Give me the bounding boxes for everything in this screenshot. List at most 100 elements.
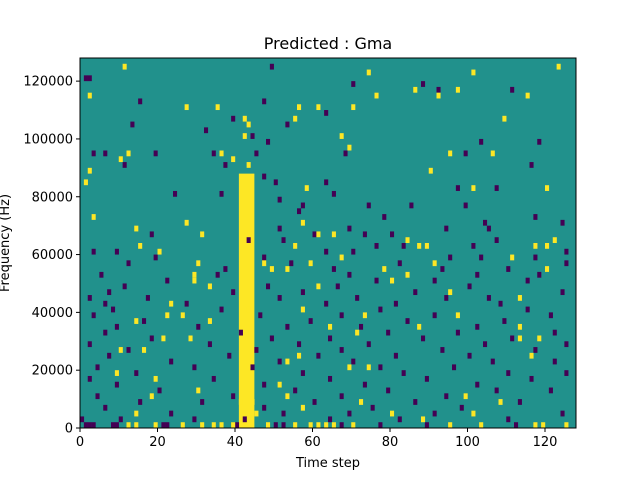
cell-high — [180, 422, 185, 428]
cell-low — [483, 219, 488, 226]
cell-low — [479, 254, 484, 261]
cell-high — [471, 69, 476, 76]
cell-high — [552, 237, 557, 243]
cell-high — [490, 150, 495, 157]
cell-low — [223, 266, 228, 272]
cell-high — [541, 422, 546, 428]
cell-high — [83, 179, 88, 186]
cell-low — [393, 352, 398, 359]
cell-low — [339, 393, 344, 400]
cell-low — [227, 352, 232, 359]
cell-low — [537, 138, 542, 145]
cell-low — [413, 289, 418, 296]
cell-high — [529, 352, 534, 359]
cell-low — [83, 75, 88, 82]
cell-high — [455, 86, 460, 93]
cell-low — [114, 422, 119, 428]
cell-low — [506, 416, 511, 423]
cell-high — [87, 92, 92, 99]
cell-low — [324, 248, 329, 255]
cell-low — [455, 329, 460, 336]
cell-high — [374, 92, 379, 99]
y-tick-label: 40000 — [32, 306, 73, 321]
cell-low — [467, 283, 472, 290]
cell-low — [390, 231, 395, 238]
cell-high — [533, 422, 538, 428]
cell-low — [393, 300, 398, 307]
cell-high — [339, 133, 344, 139]
cell-low — [351, 248, 356, 255]
cell-low — [366, 341, 371, 348]
cell-high — [142, 347, 147, 353]
cell-low — [347, 271, 352, 278]
cell-high — [405, 271, 410, 278]
cell-high — [134, 410, 139, 417]
cell-high — [448, 289, 453, 296]
cell-low — [324, 300, 329, 307]
cell-high — [134, 422, 139, 428]
cell-high — [339, 254, 344, 261]
cell-high — [424, 243, 429, 249]
cell-low — [444, 225, 449, 232]
cell-low — [405, 318, 410, 324]
cell-high — [246, 121, 251, 128]
cell-high — [161, 335, 166, 342]
cell-low — [184, 300, 189, 307]
plot-frame — [79, 57, 577, 429]
cell-low — [192, 364, 197, 371]
cell-low — [525, 277, 530, 284]
cell-low — [316, 352, 321, 359]
cell-low — [533, 347, 538, 353]
cell-low — [494, 387, 499, 394]
cell-low — [440, 347, 445, 353]
cell-low — [277, 196, 282, 203]
cell-low — [273, 422, 278, 428]
cell-low — [397, 416, 402, 423]
cell-high — [366, 69, 371, 76]
cell-high — [421, 416, 426, 423]
cell-low — [157, 387, 162, 394]
cell-high — [498, 399, 503, 405]
cell-low — [432, 312, 437, 319]
cell-high — [382, 266, 387, 272]
cell-high — [300, 219, 305, 226]
cell-high — [207, 318, 212, 324]
cell-low — [196, 323, 201, 330]
cell-low — [246, 237, 251, 243]
cell-low — [297, 341, 302, 348]
cell-low — [262, 173, 267, 180]
cell-low — [490, 358, 495, 365]
cell-high — [316, 283, 321, 290]
cell-high — [463, 393, 468, 400]
x-tick-label: 120 — [533, 435, 558, 450]
cell-low — [266, 138, 271, 145]
cell-low — [266, 283, 271, 290]
cell-high — [169, 300, 174, 307]
y-tick-label: 100000 — [23, 132, 73, 147]
cell-high — [192, 277, 197, 284]
cell-high — [285, 393, 290, 400]
cell-low — [95, 364, 100, 371]
cell-low — [91, 422, 96, 428]
cell-low — [254, 150, 259, 157]
cell-high — [471, 410, 476, 417]
cell-high — [517, 335, 522, 342]
cell-low — [378, 422, 383, 428]
cell-high — [215, 104, 220, 111]
cell-low — [413, 399, 418, 405]
cell-low — [506, 266, 511, 272]
cell-low — [331, 190, 336, 197]
cell-high — [293, 243, 298, 249]
cell-low — [258, 312, 263, 319]
cell-low — [421, 81, 426, 87]
cell-low — [517, 399, 522, 405]
cell-low — [149, 231, 154, 238]
cell-low — [192, 416, 197, 423]
x-tick-label: 0 — [76, 435, 84, 450]
cell-low — [107, 289, 112, 296]
cell-high — [138, 243, 143, 249]
cell-high — [455, 312, 460, 319]
cell-low — [339, 422, 344, 428]
cell-high — [366, 364, 371, 371]
cell-low — [103, 404, 108, 411]
